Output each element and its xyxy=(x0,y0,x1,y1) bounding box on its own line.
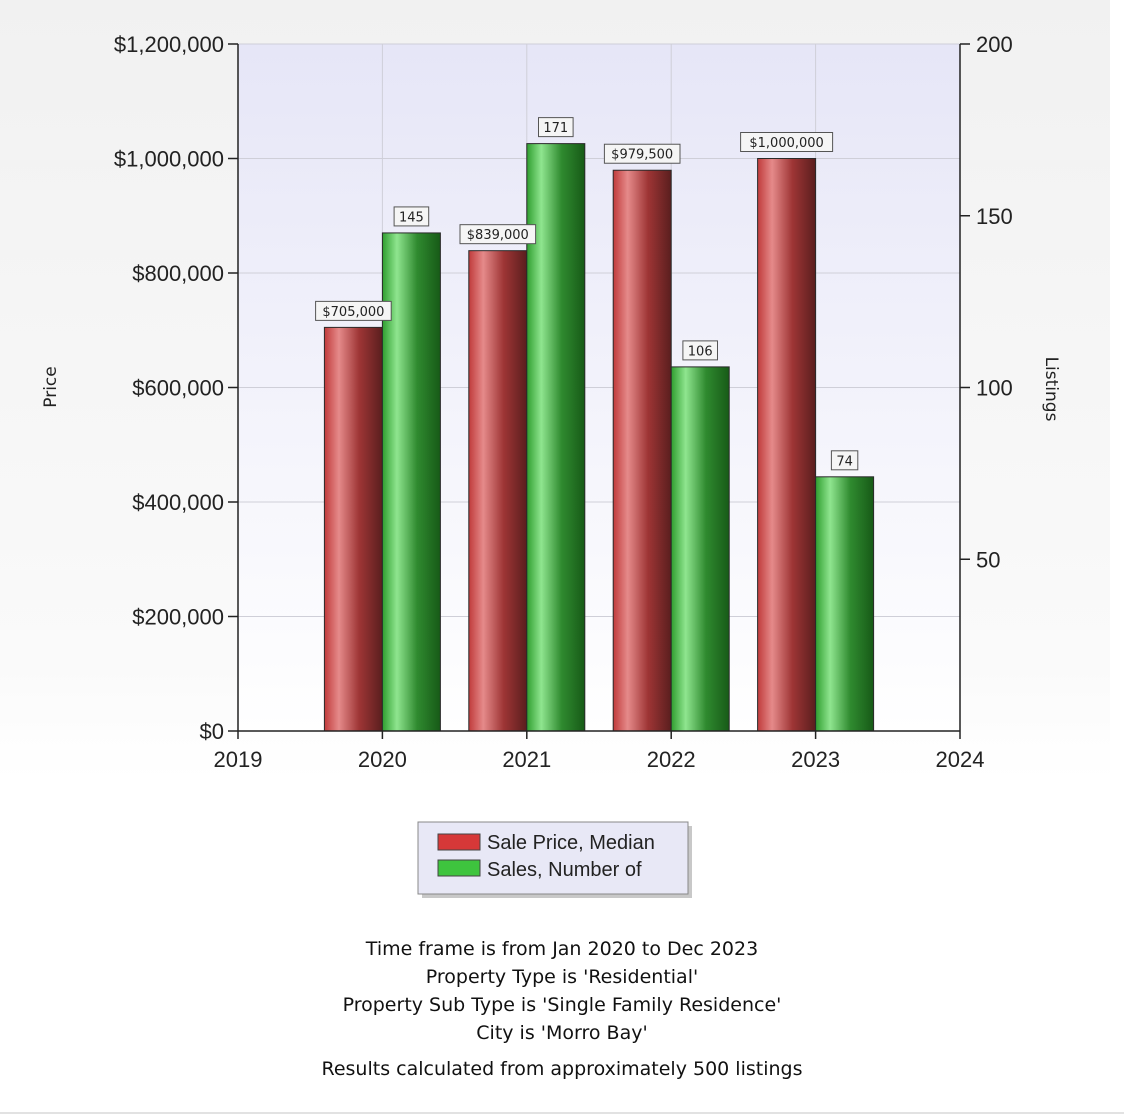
bar-sale-price-2022 xyxy=(612,169,672,732)
y2-tick-label: 100 xyxy=(976,376,1013,401)
data-label-box xyxy=(740,132,834,152)
bar-sale-price-2020 xyxy=(323,326,383,732)
y2-tick-label: 200 xyxy=(976,32,1013,57)
x-tick-label: 2021 xyxy=(502,747,551,772)
data-label-sale-price-2023: $1,000,000 xyxy=(740,132,834,152)
y-tick-label: $800,000 xyxy=(132,261,224,286)
bar-sales-count-2021 xyxy=(526,143,586,732)
data-label-text: 106 xyxy=(688,344,713,359)
data-label-text: 145 xyxy=(399,210,424,225)
x-tick-label: 2020 xyxy=(358,747,407,772)
y-tick-label: $400,000 xyxy=(132,490,224,515)
y-tick-label: $0 xyxy=(200,719,224,744)
data-label-text: $705,000 xyxy=(322,305,384,320)
criteria-city: City is 'Morro Bay' xyxy=(476,1022,648,1044)
criteria-timeframe: Time frame is from Jan 2020 to Dec 2023 xyxy=(365,938,759,960)
data-label-box xyxy=(393,206,430,227)
y2-tick-label: 50 xyxy=(976,547,1000,572)
bar-sale-price-2021 xyxy=(468,250,528,732)
legend-label-sales-count: Sales, Number of xyxy=(487,859,642,881)
data-label-sales-count-2023: 74 xyxy=(830,450,859,471)
data-label-sale-price-2021: $839,000 xyxy=(459,224,537,245)
x-tick-label: 2024 xyxy=(936,747,985,772)
criteria-property-subtype: Property Sub Type is 'Single Family Resi… xyxy=(342,994,782,1016)
legend-swatch-sales-count xyxy=(437,859,481,877)
data-label-sales-count-2020: 145 xyxy=(393,206,430,227)
criteria-property-type: Property Type is 'Residential' xyxy=(425,966,699,988)
data-label-sales-count-2021: 171 xyxy=(538,117,574,138)
bar-sales-count-2022 xyxy=(670,366,730,732)
y-tick-label: $1,200,000 xyxy=(114,32,224,57)
data-label-sales-count-2022: 106 xyxy=(682,340,719,361)
data-label-box xyxy=(682,340,719,361)
y-axis-title: Price xyxy=(41,366,61,407)
y-tick-label: $1,000,000 xyxy=(114,147,224,172)
y2-tick-label: 150 xyxy=(976,204,1013,229)
data-label-box xyxy=(603,143,681,164)
data-label-text: 74 xyxy=(836,454,853,469)
x-tick-label: 2023 xyxy=(791,747,840,772)
data-label-box xyxy=(538,117,574,138)
divider xyxy=(0,1112,1124,1114)
y2-axis-title: Listings xyxy=(1041,357,1061,422)
bar-sales-count-2023 xyxy=(815,476,875,732)
data-label-text: $1,000,000 xyxy=(749,136,823,151)
data-label-text: 171 xyxy=(543,121,568,136)
chart-canvas: $0 $200,000 $400,000 $600,000 $800,000 $1,000… xyxy=(0,0,1110,898)
legend: Sale Price, Median Sales, Number of xyxy=(417,821,692,898)
data-label-text: $839,000 xyxy=(467,228,529,243)
data-label-box xyxy=(459,224,537,245)
x-tick-label: 2019 xyxy=(214,747,263,772)
legend-label-sale-price: Sale Price, Median xyxy=(487,832,655,854)
data-label-sale-price-2022: $979,500 xyxy=(603,143,681,164)
results-summary: Results calculated from approximately 50… xyxy=(321,1058,803,1080)
legend-swatch-sale-price xyxy=(437,833,481,851)
bar-sale-price-2023 xyxy=(757,158,817,732)
bars xyxy=(323,143,875,732)
y-tick-label: $200,000 xyxy=(132,605,224,630)
data-label-box xyxy=(830,450,859,471)
data-label-sale-price-2020: $705,000 xyxy=(315,300,392,321)
bar-sales-count-2020 xyxy=(381,232,441,732)
axes: $0 $200,000 $400,000 $600,000 $800,000 $1,000… xyxy=(114,32,1013,772)
data-label-text: $979,500 xyxy=(611,148,673,163)
x-tick-label: 2022 xyxy=(647,747,696,772)
data-labels: $705,000 145 $839,000 171 $979,500 106 $1,000,… xyxy=(315,117,859,471)
y-tick-label: $600,000 xyxy=(132,376,224,401)
data-label-box xyxy=(315,300,392,321)
